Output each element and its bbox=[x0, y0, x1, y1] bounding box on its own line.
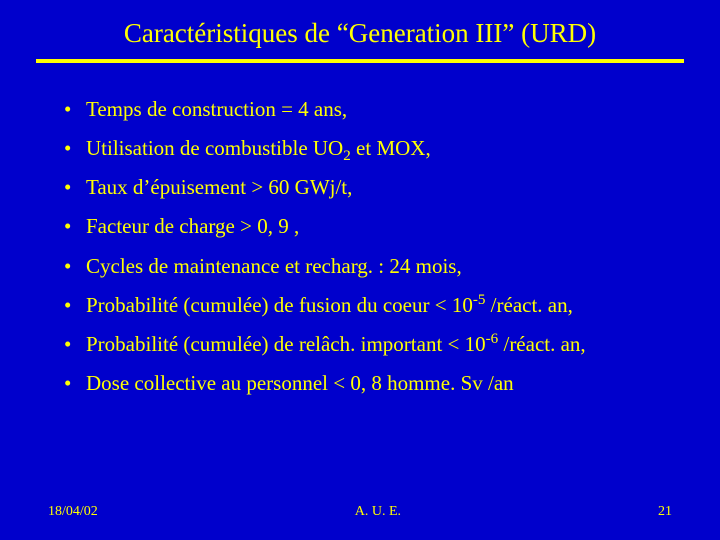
bullet-mid: et MOX, bbox=[351, 136, 431, 160]
list-item: Taux d’épuisement > 60 GWj/t, bbox=[64, 175, 684, 199]
title-underline bbox=[36, 59, 684, 63]
bullet-text: Probabilité (cumulée) de fusion du coeur… bbox=[86, 293, 473, 317]
bullet-list: Temps de construction = 4 ans, Utilisati… bbox=[36, 97, 684, 395]
bullet-post: /réact. an, bbox=[485, 293, 572, 317]
bullet-sup: -5 bbox=[473, 292, 486, 308]
bullet-text: Probabilité (cumulée) de relâch. importa… bbox=[86, 332, 486, 356]
bullet-post: /réact. an, bbox=[498, 332, 585, 356]
list-item: Facteur de charge > 0, 9 , bbox=[64, 214, 684, 238]
list-item: Temps de construction = 4 ans, bbox=[64, 97, 684, 121]
slide-title: Caractéristiques de “Generation III” (UR… bbox=[36, 18, 684, 49]
bullet-sub: 2 bbox=[343, 148, 351, 164]
slide-footer: 18/04/02 A. U. E. 21 bbox=[0, 504, 720, 520]
bullet-text: Taux d’épuisement > 60 GWj/t, bbox=[86, 175, 352, 199]
bullet-text: Temps de construction = 4 ans, bbox=[86, 97, 347, 121]
list-item: Probabilité (cumulée) de relâch. importa… bbox=[64, 332, 684, 356]
bullet-text: Dose collective au personnel < 0, 8 homm… bbox=[86, 371, 514, 395]
bullet-text: Cycles de maintenance et recharg. : 24 m… bbox=[86, 254, 462, 278]
list-item: Cycles de maintenance et recharg. : 24 m… bbox=[64, 254, 684, 278]
footer-center: A. U. E. bbox=[355, 504, 401, 520]
list-item: Utilisation de combustible UO2 et MOX, bbox=[64, 136, 684, 160]
list-item: Dose collective au personnel < 0, 8 homm… bbox=[64, 371, 684, 395]
footer-date: 18/04/02 bbox=[48, 504, 98, 520]
slide: Caractéristiques de “Generation III” (UR… bbox=[0, 0, 720, 540]
footer-page: 21 bbox=[658, 504, 672, 520]
list-item: Probabilité (cumulée) de fusion du coeur… bbox=[64, 293, 684, 317]
bullet-text: Utilisation de combustible UO bbox=[86, 136, 343, 160]
bullet-sup: -6 bbox=[486, 331, 499, 347]
bullet-text: Facteur de charge > 0, 9 , bbox=[86, 214, 299, 238]
